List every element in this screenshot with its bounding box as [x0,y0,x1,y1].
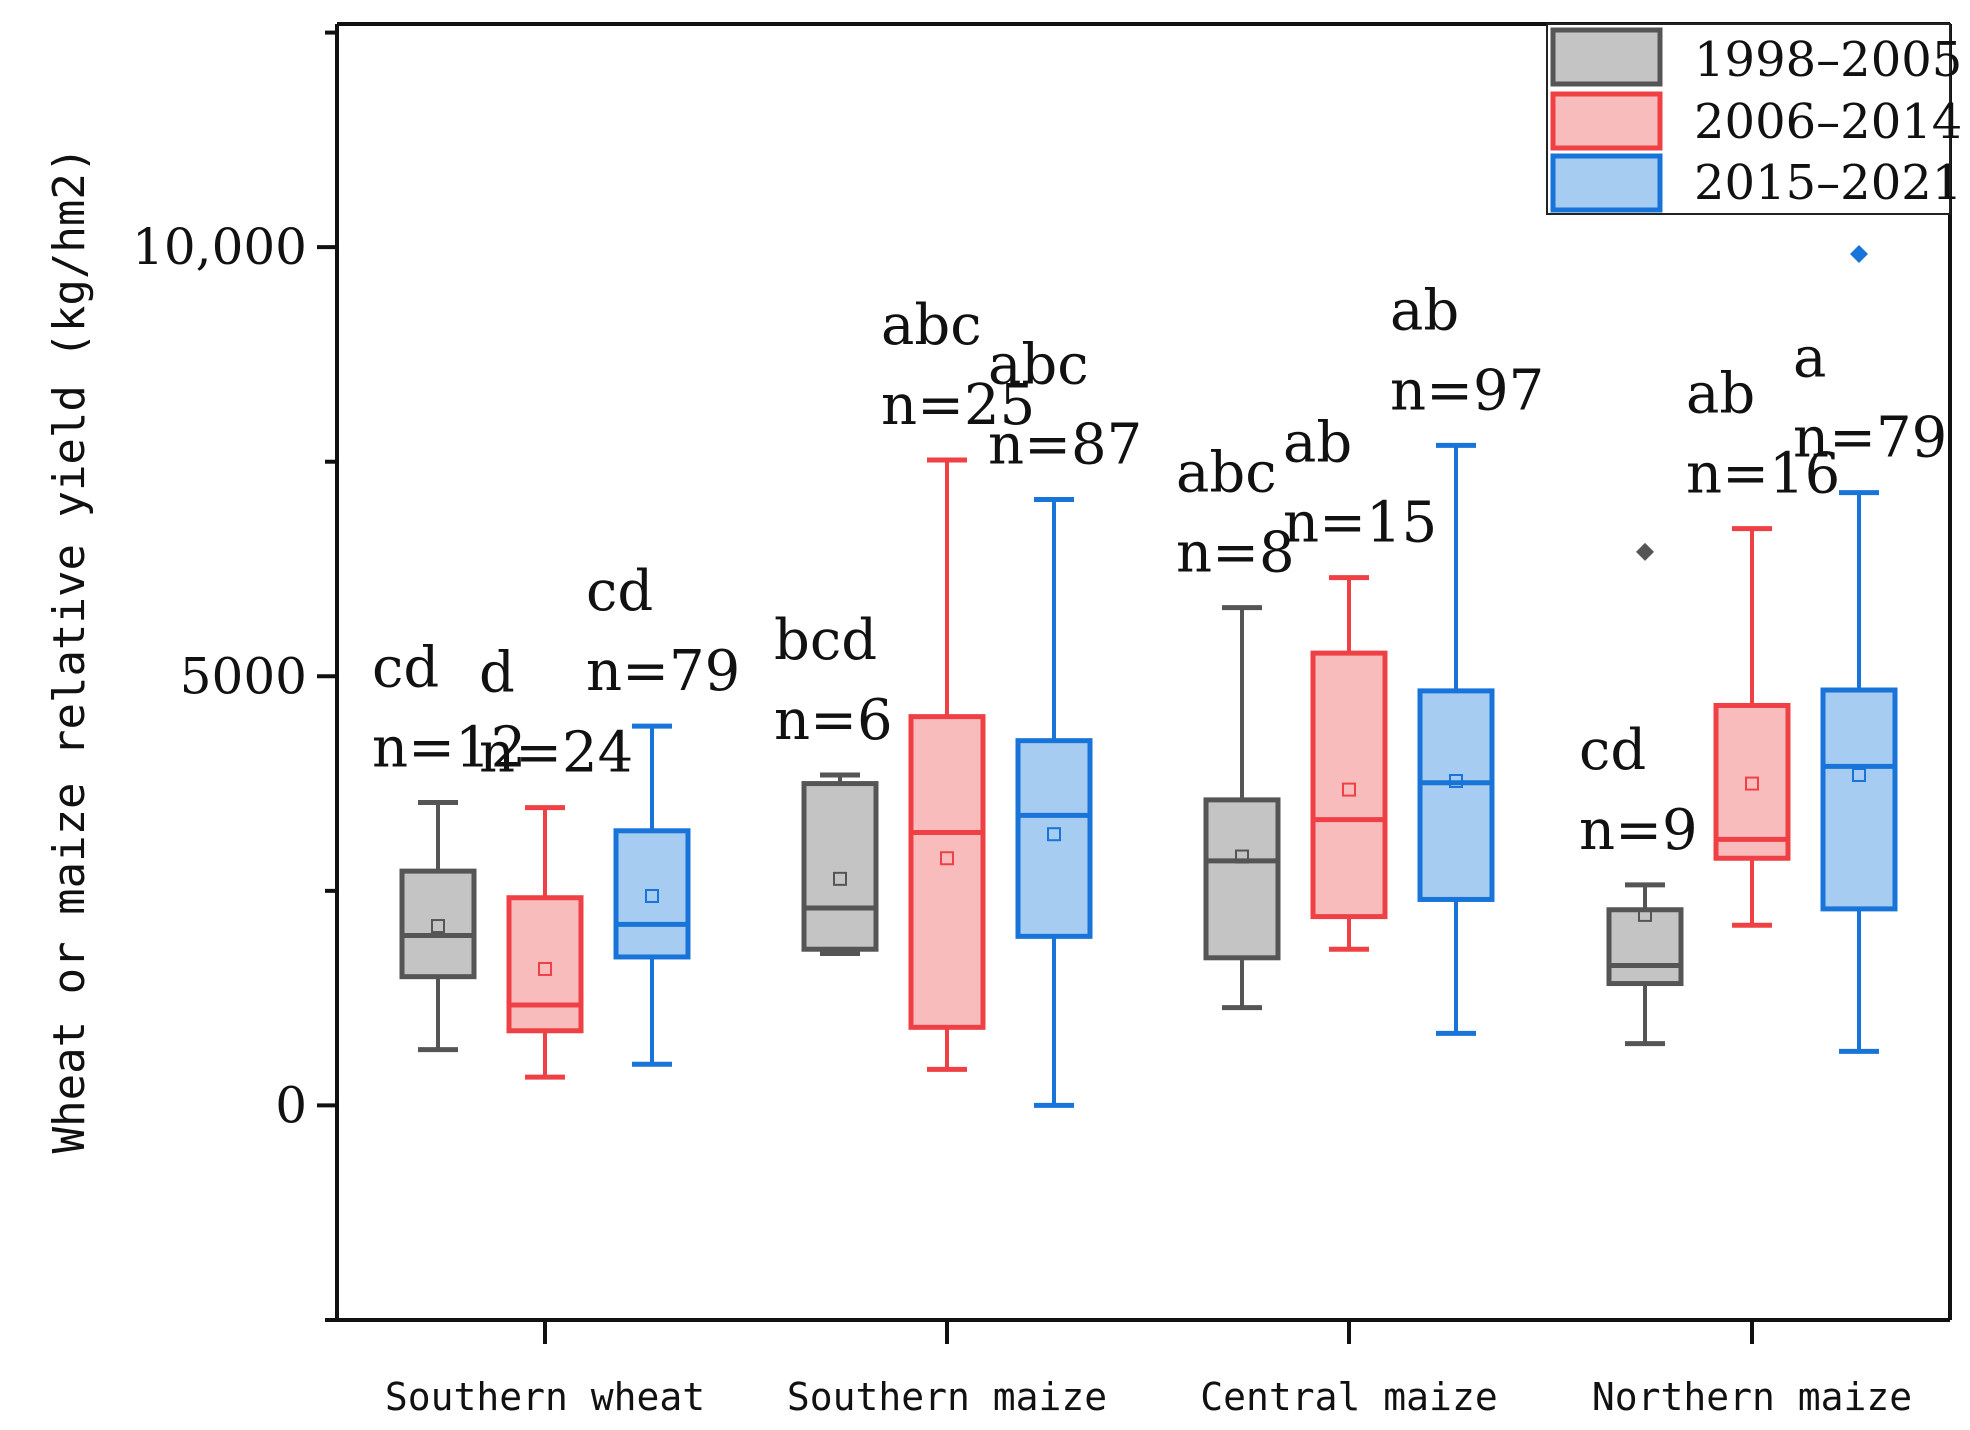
group-letter-label: abc [1176,441,1277,506]
sample-size-label: n=24 [479,721,633,786]
sample-size-label: n=9 [1579,798,1698,863]
legend-swatch-1998-2005 [1550,27,1663,87]
legend-label-1998-2005: 1998–2005 [1694,32,1962,88]
legend-label-2006-2014: 2006–2014 [1694,94,1962,150]
y-tick-label: 5000 [180,647,307,705]
sample-size-label: n=8 [1176,521,1295,586]
mean-marker [1638,907,1652,922]
iqr-box [1713,702,1791,861]
group-letter-label: cd [372,635,439,700]
mean-marker [431,919,445,934]
plot-area: 0 5000 10,000 Southern wheat Southern maize C… [132,22,1952,1419]
group-letter-label: a [1793,326,1826,391]
mean-marker [940,851,954,866]
y-tick-label: 10,000 [132,218,307,276]
iqr-box [1310,650,1388,920]
x-tick-label: Southern wheat [385,1375,705,1419]
legend: 1998–2005 2006–2014 2015–2021 [1546,23,1962,215]
iqr-box [506,895,584,1034]
group-letter-label: cd [1579,718,1646,783]
sample-size-label: n=97 [1390,358,1544,423]
group-letter-label: cd [586,559,653,624]
group-letter-label: ab [1390,278,1459,343]
mean-marker [1047,827,1061,842]
iqr-box [613,828,691,960]
x-tick-label: Northern maize [1592,1375,1912,1419]
sample-size-label: n=15 [1283,491,1437,556]
mean-marker [1449,774,1463,789]
mean-marker [1745,776,1759,791]
y-axis-title-text: Wheat or maize relative yield (kg/hm2) [44,147,95,1154]
x-tick-label: Southern maize [787,1375,1107,1419]
mean-marker [538,961,552,976]
iqr-box [1417,688,1495,902]
sample-size-label: n=16 [1686,442,1840,507]
mean-marker [1235,849,1249,864]
iqr-box [1203,797,1281,961]
legend-swatch-2006-2014 [1550,91,1663,151]
group-letter-label: ab [1686,362,1755,427]
svg-text:Wheat or maize relative yield: Wheat or maize relative yield (kg/hm2) [44,147,95,1154]
iqr-box [801,781,879,952]
sample-size-label: n=12 [372,715,526,780]
group-letter-label: bcd [774,608,877,673]
sample-size-label: n=87 [988,412,1142,477]
y-tick-label: 0 [275,1076,307,1134]
sample-size-label: n=79 [586,639,740,704]
mean-marker [1852,767,1866,782]
mean-marker [833,871,847,886]
outlier-point [1636,542,1654,561]
outlier-point [1850,245,1868,264]
x-tick-label: Central maize [1200,1375,1497,1419]
legend-label-2015-2021: 2015–2021 [1694,155,1962,211]
sample-size-label: n=25 [881,373,1035,438]
mean-marker [645,889,659,904]
y-axis-title: Wheat or maize relative yield (kg/hm2) [44,147,95,1154]
group-letter-label: ab [1283,411,1352,476]
iqr-box [1015,738,1093,939]
group-letter-label: abc [988,332,1089,397]
iqr-box [399,868,477,980]
iqr-box [1820,687,1898,912]
iqr-box [908,714,986,1030]
group-letter-label: abc [881,293,982,358]
mean-marker [1342,782,1356,797]
legend-swatch-2015-2021 [1550,153,1663,213]
sample-size-label: n=79 [1793,406,1947,471]
sample-size-label: n=6 [774,688,893,753]
group-letter-label: d [479,641,515,706]
